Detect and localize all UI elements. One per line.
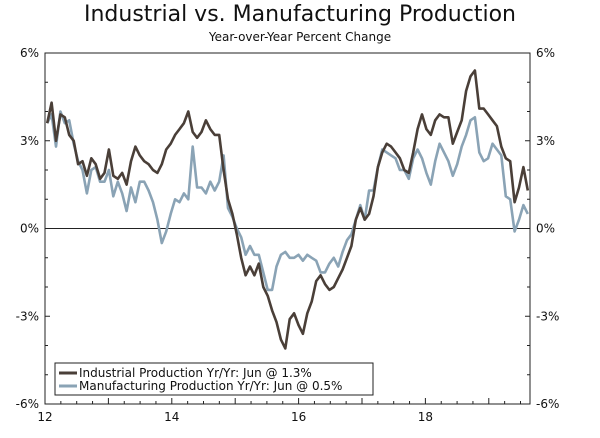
y-tick-label-right: -3% [536,309,559,323]
axes: 6% 6%3% 3%0% 0%-3% -3%-6% -6%12 14 16 18 [16,46,560,424]
x-tick-label: 12 [37,410,52,424]
x-tick-label: 18 [418,410,433,424]
x-tick-label: 16 [291,410,306,424]
y-tick-label-left: -6% [16,397,39,411]
y-tick-label-right: 0% [536,222,555,236]
chart-subtitle: Year-over-Year Percent Change [208,30,392,44]
series-line-industrial [45,69,530,350]
legend-label: Industrial Production Yr/Yr: Jun @ 1.3% [79,366,312,380]
series-line-manufacturing [46,110,529,292]
legend-box [54,362,374,396]
y-tick-label-left: 3% [20,134,39,148]
y-tick-label-left: 6% [20,46,39,60]
chart-title: Industrial vs. Manufacturing Production [84,2,516,27]
y-tick-label-left: -3% [16,309,39,323]
y-tick-label-right: 6% [536,46,555,60]
y-tick-label-right: 3% [536,134,555,148]
series-layer [45,69,530,350]
y-tick-label-right: -6% [536,397,559,411]
legend: Industrial Production Yr/Yr: Jun @ 1.3%M… [54,362,374,396]
y-tick-label-left: 0% [20,222,39,236]
legend-label: Manufacturing Production Yr/Yr: Jun @ 0.… [79,379,342,393]
x-tick-label: 14 [164,410,179,424]
